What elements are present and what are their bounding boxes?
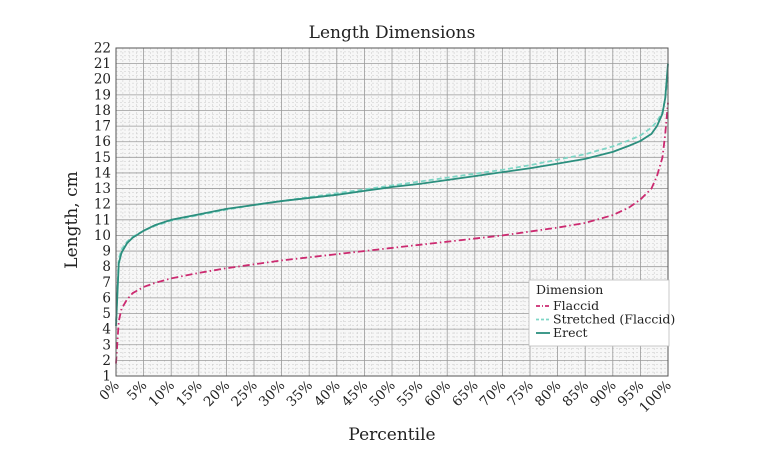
- y-tick-label: 2: [102, 353, 111, 369]
- x-tick-label: 45%: [339, 377, 372, 410]
- x-tick-label: 60%: [421, 377, 454, 410]
- x-axis-ticks: 0% 5%10%15%20%25%30%35%40%45%50%55%60%65%…: [96, 377, 675, 416]
- series-line-stretched-flaccid: [115, 75, 669, 322]
- y-tick-label: 11: [94, 212, 111, 228]
- y-tick-label: 15: [94, 150, 111, 166]
- y-tick-label: 22: [94, 41, 111, 57]
- y-tick-label: 16: [94, 134, 111, 150]
- y-tick-label: 1: [102, 369, 111, 385]
- y-tick-label: 14: [94, 165, 111, 181]
- x-tick-label: 40%: [311, 377, 344, 410]
- x-tick-label: 0%: [96, 377, 123, 404]
- y-tick-label: 6: [102, 290, 111, 306]
- x-tick-label: 90%: [587, 377, 620, 410]
- y-tick-label: 21: [94, 56, 111, 72]
- y-tick-label: 12: [94, 197, 111, 213]
- series-layer: [115, 63, 669, 364]
- x-tick-label: 80%: [532, 377, 565, 410]
- y-tick-label: 7: [102, 275, 111, 291]
- y-tick-label: 17: [94, 119, 111, 135]
- chart-title: Length Dimensions: [309, 23, 476, 43]
- series-line-flaccid: [115, 102, 669, 364]
- x-tick-label: 65%: [449, 377, 482, 410]
- legend-entry: Erect: [553, 325, 588, 340]
- y-tick-label: 13: [94, 181, 111, 197]
- legend-box: [528, 279, 670, 347]
- x-tick-label: 20%: [201, 377, 234, 410]
- y-tick-label: 4: [102, 322, 111, 338]
- x-tick-label: 35%: [283, 377, 316, 410]
- series-line-erect: [115, 63, 669, 327]
- x-tick-label: 15%: [173, 377, 206, 410]
- y-tick-label: 8: [102, 259, 111, 275]
- x-tick-label: 10%: [145, 377, 178, 410]
- y-tick-label: 3: [102, 337, 111, 353]
- y-tick-label: 19: [94, 87, 111, 103]
- x-tick-label: 100%: [636, 377, 675, 416]
- x-tick-label: 30%: [256, 377, 289, 410]
- x-axis-label: Percentile: [348, 425, 435, 445]
- x-tick-label: 55%: [394, 377, 427, 410]
- legend-title: Dimension: [536, 282, 603, 297]
- legend-entry: Stretched (Flaccid): [553, 312, 675, 327]
- x-tick-label: 75%: [504, 377, 537, 410]
- y-tick-label: 9: [102, 244, 111, 260]
- y-tick-label: 5: [102, 306, 111, 322]
- y-axis-label: Length, cm: [62, 171, 82, 268]
- x-tick-label: 85%: [559, 377, 592, 410]
- y-tick-label: 10: [94, 228, 111, 244]
- x-tick-label: 25%: [228, 377, 261, 410]
- legend-entry: Flaccid: [553, 298, 599, 313]
- x-tick-label: 70%: [477, 377, 510, 410]
- plot-frame: [115, 47, 669, 377]
- y-tick-label: 20: [94, 72, 111, 88]
- y-tick-label: 18: [94, 103, 111, 119]
- x-tick-label: 50%: [366, 377, 399, 410]
